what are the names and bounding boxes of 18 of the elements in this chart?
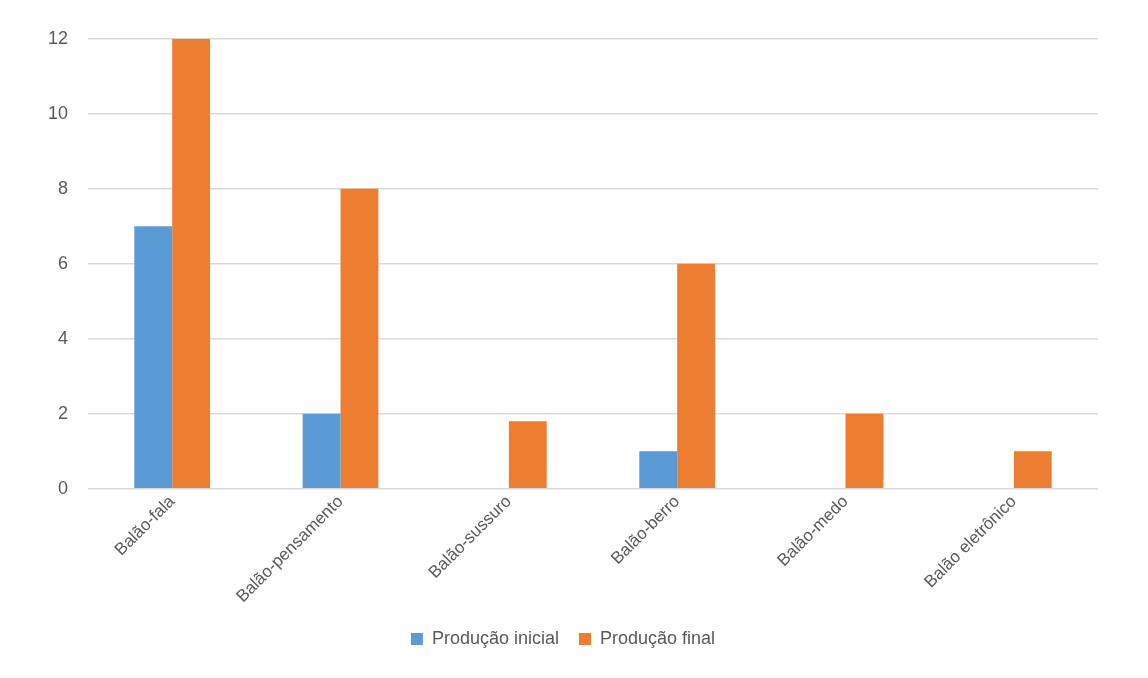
y-tick-label: 8 [58, 177, 69, 198]
bar [302, 413, 341, 488]
bar [172, 38, 211, 488]
bar [677, 263, 716, 488]
bar [1013, 451, 1052, 488]
y-tick-label: 12 [47, 27, 69, 48]
bar [508, 421, 547, 488]
y-tick-label: 6 [58, 252, 69, 273]
legend-label: Produção final [600, 627, 716, 648]
bar [134, 226, 173, 488]
bar [340, 188, 379, 488]
y-tick-label: 0 [58, 477, 69, 498]
y-tick-label: 10 [47, 102, 69, 123]
legend-label: Produção inicial [431, 627, 559, 648]
bar [639, 451, 678, 488]
y-tick-label: 2 [58, 402, 69, 423]
bar [845, 413, 884, 488]
y-tick-label: 4 [58, 327, 69, 348]
